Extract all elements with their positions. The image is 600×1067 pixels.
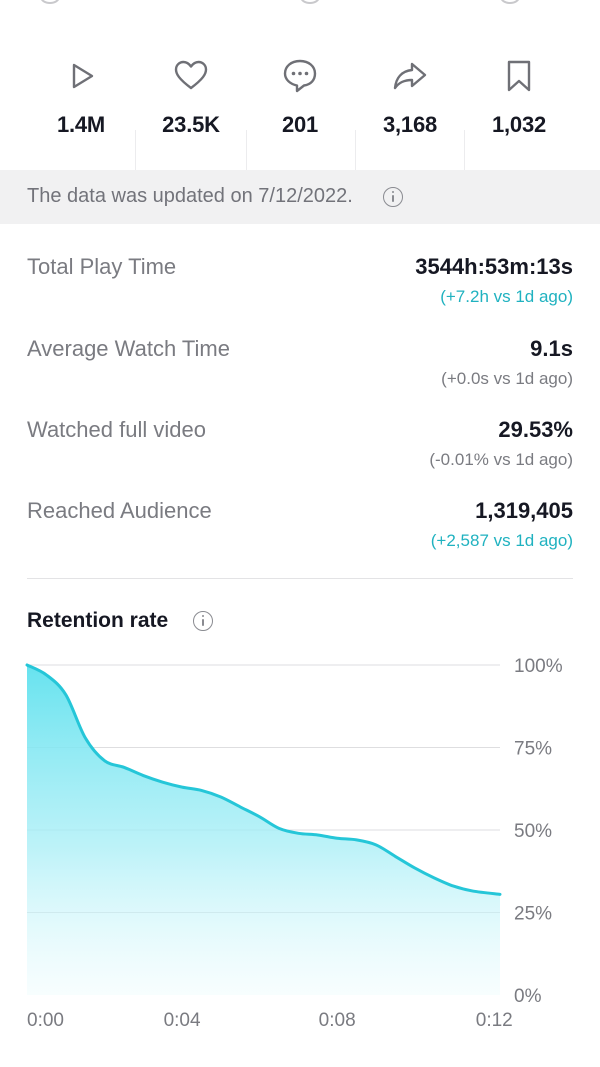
stat-views: 1.4M (26, 50, 136, 150)
y-tick-label: 50% (514, 821, 552, 842)
metric-delta: (+2,587 vs 1d ago) (430, 531, 573, 550)
x-tick-label: 0:12 (476, 1010, 513, 1031)
x-tick-label: 0:04 (164, 1010, 201, 1031)
stat-shares: 3,168 (355, 50, 465, 150)
stat-likes: 23.5K (136, 50, 246, 150)
metric-delta: (+0.0s vs 1d ago) (441, 369, 573, 388)
play-icon (61, 56, 101, 96)
share-icon (390, 56, 430, 96)
metric-total-play-time: Total Play Time 3544h:53m:13s (+7.2h vs … (0, 254, 600, 324)
divider (135, 130, 136, 170)
info-icon[interactable] (383, 187, 403, 207)
scrolled-content-edge (0, 0, 600, 10)
metric-reached-audience: Reached Audience 1,319,405 (+2,587 vs 1d… (0, 498, 600, 568)
metric-delta: (-0.01% vs 1d ago) (429, 450, 573, 469)
stat-shares-value: 3,168 (382, 112, 438, 137)
retention-line (25, 663, 502, 896)
bookmark-icon (499, 56, 539, 96)
stat-views-value: 1.4M (56, 112, 106, 137)
metric-label: Watched full video (27, 417, 206, 442)
data-updated-banner: The data was updated on 7/12/2022. (0, 170, 600, 224)
section-divider (27, 578, 573, 579)
engagement-stats: 1.4M 23.5K 201 3,168 1,032 (0, 50, 600, 170)
metric-average-watch-time: Average Watch Time 9.1s (+0.0s vs 1d ago… (0, 336, 600, 406)
stat-saves: 1,032 (464, 50, 574, 150)
stat-comments: 201 (245, 50, 355, 150)
y-tick-label: 25% (514, 904, 552, 925)
metric-value: 29.53% (498, 417, 573, 442)
metric-label: Reached Audience (27, 498, 212, 523)
y-tick-label: 100% (514, 656, 563, 677)
metric-value: 9.1s (530, 336, 573, 361)
metric-watched-full-video: Watched full video 29.53% (-0.01% vs 1d … (0, 417, 600, 487)
metric-delta: (+7.2h vs 1d ago) (440, 287, 573, 306)
metric-label: Average Watch Time (27, 336, 230, 361)
divider (246, 130, 247, 170)
x-tick-label: 0:08 (319, 1010, 356, 1031)
y-tick-label: 75% (514, 739, 552, 760)
retention-area (27, 665, 500, 995)
metric-label: Total Play Time (27, 254, 177, 279)
metric-value: 1,319,405 (475, 498, 573, 523)
metric-value: 3544h:53m:13s (415, 254, 573, 279)
stat-likes-value: 23.5K (162, 112, 220, 137)
retention-chart: 0% 25% 50% 75% 100% 0:00 0:04 0:08 0:12 (25, 656, 563, 1031)
stat-saves-value: 1,032 (491, 112, 547, 137)
retention-info-icon[interactable] (193, 611, 213, 631)
data-updated-text: The data was updated on 7/12/2022. (27, 185, 353, 207)
heart-icon (171, 56, 211, 96)
divider (464, 130, 465, 170)
x-tick-label: 0:00 (27, 1010, 64, 1031)
stat-comments-value: 201 (281, 112, 319, 137)
comment-icon (280, 56, 320, 96)
retention-title: Retention rate (27, 609, 169, 632)
y-tick-label: 0% (514, 986, 542, 1007)
divider (355, 130, 356, 170)
